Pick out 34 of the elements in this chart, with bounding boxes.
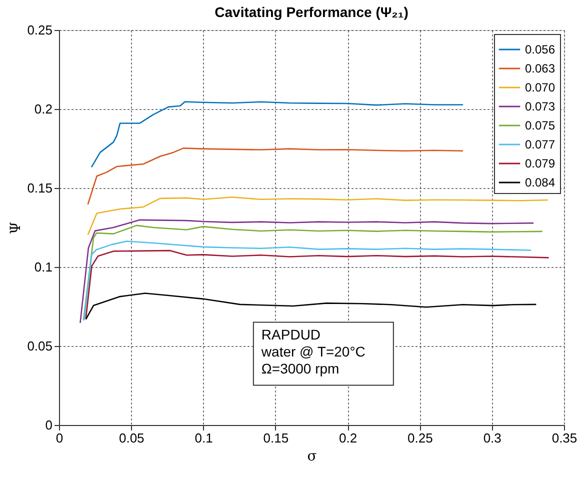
legend-label: 0.063 [525, 62, 556, 76]
legend-label: 0.070 [525, 80, 556, 94]
x-tick-label: 0.1 [194, 430, 213, 446]
legend-label: 0.056 [525, 42, 556, 56]
line-series [85, 250, 550, 320]
x-tick-label: 0.05 [118, 430, 144, 446]
x-tick-label: 0.25 [408, 430, 433, 446]
y-tick-label: 0.05 [27, 338, 52, 354]
line-series [85, 292, 537, 320]
legend-label: 0.073 [525, 100, 556, 114]
y-tick-label: 0.15 [27, 180, 52, 196]
x-tick-label: 0 [56, 430, 64, 446]
chart-title: Cavitating Performance (Ψ₂₁) [214, 4, 408, 20]
x-tick-label: 0.35 [552, 430, 578, 446]
x-tick-label: 0.3 [483, 430, 502, 446]
line-series [90, 101, 464, 168]
y-axis-title: Ψ [8, 222, 24, 234]
annotation: RAPDUD [261, 326, 321, 342]
legend-label: 0.079 [525, 156, 556, 170]
x-axis-title: σ [307, 448, 318, 464]
y-tick-label: 0.25 [27, 22, 52, 38]
legend-label: 0.077 [525, 138, 556, 152]
line-series [83, 240, 532, 321]
legend-label: 0.084 [525, 176, 556, 190]
y-tick-label: 0.1 [34, 260, 52, 274]
y-tick-label: 0.2 [34, 102, 52, 116]
legend-label: 0.075 [525, 118, 556, 132]
x-tick-label: 0.15 [263, 430, 289, 446]
line-series [87, 196, 548, 236]
line-series [87, 148, 464, 206]
annotation: water @ T=20°C [260, 343, 366, 360]
y-tick-label: 0 [45, 418, 52, 432]
annotation: Ω=3000 rpm [261, 360, 340, 376]
x-tick-label: 0.2 [339, 430, 358, 446]
